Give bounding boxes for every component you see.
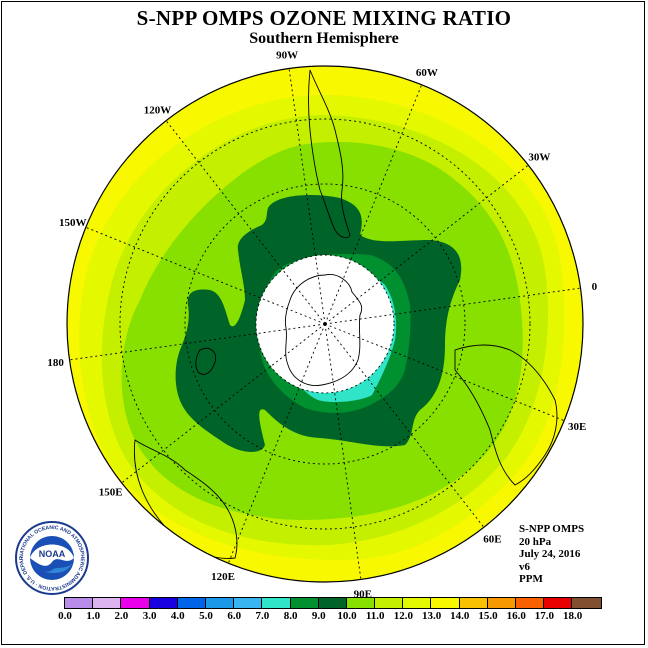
colorbar-segment: [205, 598, 235, 608]
colorbar-tick-label: 3.0: [142, 610, 157, 622]
meridian-line: [324, 84, 423, 325]
longitude-label: 30E: [568, 421, 586, 433]
longitude-label: 120W: [144, 105, 172, 117]
new-zealand-coastline: [195, 347, 217, 375]
colorbar-segment: [290, 598, 319, 608]
meridian-line: [324, 164, 529, 325]
antarctica-coastline: [284, 274, 363, 386]
colorbar-tick-label: 14.0: [450, 610, 470, 622]
colorbar-segment: [318, 598, 347, 608]
info-date: July 24, 2016: [519, 548, 581, 560]
info-pressure-level: 20 hPa: [519, 535, 552, 548]
graticule-lat-30s: [119, 118, 531, 530]
longitude-label: 150E: [99, 486, 123, 498]
colorbar-segment: [487, 598, 516, 608]
colorbar-segment: [403, 598, 432, 608]
colorbar-segment: [459, 598, 488, 608]
colorbar-tick-label: 4.0: [170, 610, 185, 622]
longitude-label: 120E: [211, 571, 235, 583]
product-info: S-NPP OMPS 20 hPa July 24, 2016 v6 PPM: [519, 523, 584, 586]
longitude-label: 180: [47, 357, 64, 369]
colorbar-tick-label: 12.0: [393, 610, 414, 622]
map-boundary: [66, 65, 584, 583]
graticule-lat-45s: [184, 183, 466, 465]
colorbar-tick-label: 8.0: [283, 610, 298, 622]
graticule: [69, 68, 581, 580]
colorbar-tick-label: 2.0: [114, 610, 129, 622]
colorbar-tick-label: 9.0: [311, 610, 326, 622]
colorbar-tick-label: 10.0: [337, 610, 357, 622]
colorbar-tick-label: 16.0: [506, 610, 526, 622]
colorbar-tick-label: 13.0: [421, 610, 442, 622]
colorbar-segment: [375, 598, 404, 608]
colorbar-segment: [516, 598, 545, 608]
info-instrument: S-NPP OMPS: [519, 523, 585, 535]
meridian-line: [227, 323, 326, 564]
colorbar-tick-label: 7.0: [255, 610, 270, 622]
colorbar-segment: [346, 598, 376, 608]
longitude-label: 0: [592, 281, 598, 293]
colorbar-tick-label: 18.0: [562, 610, 583, 622]
info-unit: PPM: [519, 573, 543, 585]
colorbar-segment: [65, 598, 94, 608]
south-america-coastline: [308, 69, 351, 239]
meridian-line: [85, 226, 326, 325]
colorbar-tick-label: 15.0: [478, 610, 498, 622]
colorbar-segment: [234, 598, 263, 608]
colorbar-tick-label: 17.0: [534, 610, 555, 622]
colorbar-segment: [544, 598, 573, 608]
colorbar-segment: [93, 598, 122, 608]
info-version: v6: [519, 560, 530, 573]
longitude-label: 60E: [483, 533, 501, 545]
logo-wordmark: NOAA: [39, 549, 66, 559]
colorbar-tick-label: 1.0: [86, 610, 101, 622]
meridian-line: [324, 323, 565, 422]
colorbar-tick-label: 0.0: [58, 610, 72, 622]
colorbar-tick-label: 5.0: [199, 610, 213, 622]
colorbar-segment: [121, 598, 150, 608]
colorbar-ticks: 0.0 1.0 2.0 3.0 4.0 5.0 6.0 7.0 8.0 9.0 10.0 11.0 12…: [0, 610, 648, 624]
colorbar-segment: [262, 598, 291, 608]
meridian-line: [165, 120, 326, 325]
colorbar-segment: [572, 598, 601, 608]
colorbar-segment: [177, 598, 206, 608]
map-subtitle: Southern Hemisphere: [249, 30, 399, 47]
longitude-label: 30W: [528, 152, 550, 164]
meridian-line: [121, 323, 326, 484]
colorbar-tick-label: 6.0: [227, 610, 242, 622]
south-pole-marker: [323, 322, 327, 326]
colorbar-segment: [149, 598, 178, 608]
meridian-line: [324, 323, 485, 528]
africa-coastline: [454, 344, 558, 486]
graticule-meridians: [69, 68, 581, 580]
longitude-label: 90W: [276, 50, 298, 62]
coastlines: [133, 69, 558, 559]
map-title: S-NPP OMPS OZONE MIXING RATIO: [136, 6, 512, 30]
noaa-logo: NATIONAL OCEANIC AND ATMOSPHERIC ADMINIS…: [14, 520, 89, 595]
colorbar-tick-label: 11.0: [365, 610, 385, 622]
graticule-lat-60s: [255, 254, 395, 394]
colorbar: [64, 597, 602, 609]
colorbar-segment: [431, 598, 460, 608]
longitude-label: 150W: [59, 217, 87, 229]
australia-coastline: [133, 439, 238, 559]
longitude-label: 60W: [416, 67, 438, 79]
